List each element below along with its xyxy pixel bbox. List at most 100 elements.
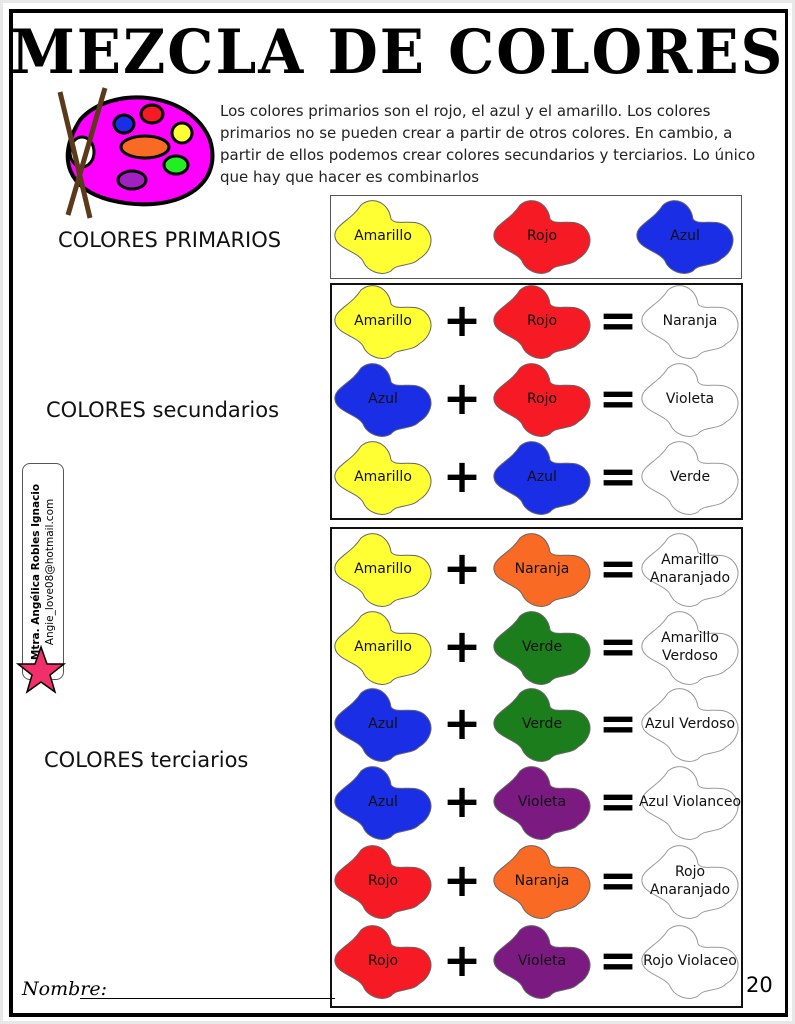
paint-splat-icon <box>641 845 739 919</box>
paint-splat-icon <box>641 766 739 840</box>
paint-splat-icon <box>493 925 591 999</box>
plus-sign: + <box>442 774 482 828</box>
result-blob: Amarillo Anaranjado <box>638 530 742 608</box>
paint-splat-icon <box>493 533 591 607</box>
paint-splat-icon <box>334 766 432 840</box>
paint-splat-icon <box>493 363 591 437</box>
color-blob-a: Rojo <box>331 842 435 920</box>
page-number: 20 <box>746 973 773 997</box>
primary-blob: Rojo <box>490 197 594 275</box>
paint-splat-icon <box>334 611 432 685</box>
plus-sign: + <box>442 293 482 347</box>
color-blob-a: Azul <box>331 685 435 763</box>
equals-sign: = <box>598 853 638 907</box>
section-label-primary: COLORES PRIMARIOS <box>58 228 282 252</box>
result-blob: Violeta <box>638 360 742 438</box>
color-blob-a: Amarillo <box>331 530 435 608</box>
page-title: MEZCLA DE COLORES <box>10 16 785 88</box>
star-icon <box>16 645 66 694</box>
blob-label: Verde <box>521 639 563 655</box>
color-blob-a: Amarillo <box>331 608 435 686</box>
plus-sign: + <box>442 371 482 425</box>
author-name: Mtra. Angélica Robles Ignacio <box>30 483 42 660</box>
blob-label: Amarillo <box>354 639 412 655</box>
paint-splat-icon <box>493 441 591 515</box>
blob-label: Rojo <box>526 391 558 407</box>
color-blob-b: Rojo <box>490 282 594 360</box>
result-blob: Rojo Violaceo <box>638 922 742 1000</box>
paint-splat-icon <box>334 533 432 607</box>
blob-label: Violeta <box>517 953 567 969</box>
intro-paragraph: Los colores primarios son el rojo, el az… <box>220 102 756 186</box>
paint-splat-icon <box>641 611 739 685</box>
blob-label: Rojo <box>526 313 558 329</box>
primary-blob: Azul <box>633 197 737 275</box>
blob-label: Azul <box>368 794 398 810</box>
color-blob-b: Azul <box>490 438 594 516</box>
equals-sign: = <box>598 449 638 503</box>
name-input-line[interactable] <box>80 998 335 999</box>
color-blob-b: Violeta <box>490 922 594 1000</box>
equals-sign: = <box>598 619 638 673</box>
color-blob-a: Amarillo <box>331 438 435 516</box>
paint-splat-icon <box>493 845 591 919</box>
blob-label: Naranja <box>514 561 570 577</box>
result-blob: Azul Violanceo <box>638 763 742 841</box>
result-blob: Naranja <box>638 282 742 360</box>
color-blob-b: Naranja <box>490 530 594 608</box>
blob-label: Azul Verdoso <box>644 716 736 732</box>
blob-label: Violeta <box>517 794 567 810</box>
paint-splat-icon <box>493 611 591 685</box>
paint-splat-icon <box>636 200 734 274</box>
paint-splat-icon <box>493 688 591 762</box>
blob-label: Rojo Anaranjado <box>649 864 731 898</box>
color-blob-b: Naranja <box>490 842 594 920</box>
color-blob-a: Amarillo <box>331 282 435 360</box>
blob-label: Rojo Violaceo <box>643 953 737 969</box>
blob-label: Amarillo Verdoso <box>661 630 719 664</box>
paint-splat-icon <box>641 688 739 762</box>
color-blob-b: Rojo <box>490 360 594 438</box>
plus-sign: + <box>442 696 482 750</box>
plus-sign: + <box>442 449 482 503</box>
blob-label: Azul <box>368 716 398 732</box>
color-blob-a: Azul <box>331 360 435 438</box>
equals-sign: = <box>598 293 638 347</box>
paint-splat-icon <box>334 925 432 999</box>
paint-splat-icon <box>334 845 432 919</box>
blob-label: Amarillo <box>354 228 412 244</box>
paint-splat-icon <box>334 363 432 437</box>
paint-splat-icon <box>641 363 739 437</box>
paint-splat-icon <box>334 285 432 359</box>
color-blob-b: Verde <box>490 608 594 686</box>
blob-label: Azul <box>527 469 557 485</box>
blob-label: Rojo <box>526 228 558 244</box>
paint-splat-icon <box>641 925 739 999</box>
blob-label: Amarillo <box>354 313 412 329</box>
paint-splat-icon <box>334 688 432 762</box>
blob-label: Azul Violanceo <box>638 794 742 810</box>
paint-splat-icon <box>334 200 432 274</box>
blob-label: Naranja <box>514 873 570 889</box>
palette-icon <box>57 87 215 219</box>
result-blob: Rojo Anaranjado <box>638 842 742 920</box>
section-label-secondary: COLORES secundarios <box>46 398 280 422</box>
blob-label: Amarillo <box>354 469 412 485</box>
blob-label: Amarillo Anaranjado <box>649 552 731 586</box>
author-email: Angie_love08@hotmail.com <box>44 498 56 645</box>
paint-splat-icon <box>641 285 739 359</box>
name-label: Nombre: <box>22 978 107 1000</box>
equals-sign: = <box>598 933 638 987</box>
plus-sign: + <box>442 541 482 595</box>
paint-splat-icon <box>493 766 591 840</box>
blob-label: Azul <box>670 228 700 244</box>
blob-label: Verde <box>669 469 711 485</box>
section-label-tertiary: COLORES terciarios <box>44 748 249 772</box>
color-blob-b: Verde <box>490 685 594 763</box>
result-blob: Azul Verdoso <box>638 685 742 763</box>
paint-splat-icon <box>493 200 591 274</box>
result-blob: Verde <box>638 438 742 516</box>
paint-splat-icon <box>334 441 432 515</box>
equals-sign: = <box>598 696 638 750</box>
page-frame <box>9 9 788 1017</box>
